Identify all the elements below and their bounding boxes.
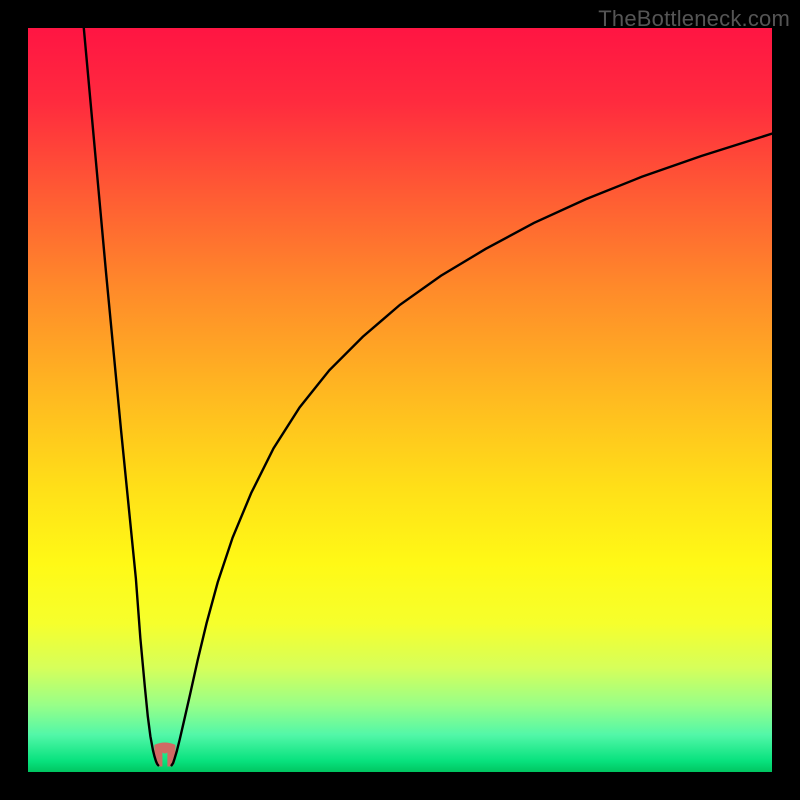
watermark-text: TheBottleneck.com (598, 6, 790, 32)
left-branch-curve (84, 28, 158, 765)
marker-group (155, 743, 175, 766)
valley-marker (155, 743, 175, 766)
chart-frame: TheBottleneck.com (0, 0, 800, 800)
right-branch-curve (172, 134, 772, 766)
curve-layer (28, 28, 772, 772)
plot-area (28, 28, 772, 772)
